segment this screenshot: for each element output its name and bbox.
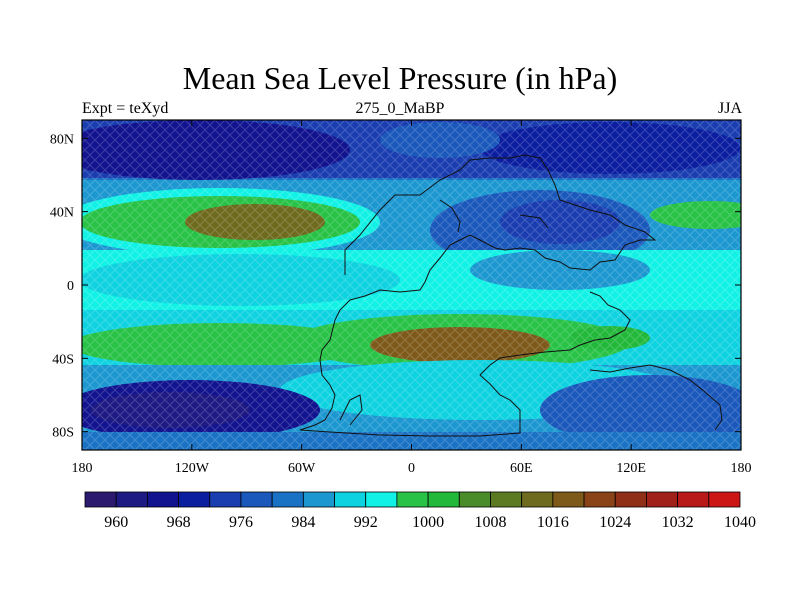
colorbar-label: 1008	[474, 514, 506, 531]
colorbar-swatch	[302, 491, 335, 508]
colorbar-label: 968	[167, 514, 191, 531]
colorbar-swatch	[521, 491, 554, 508]
map-title: Mean Sea Level Pressure (in hPa)	[182, 60, 618, 96]
colorbar-swatch	[458, 491, 491, 508]
colorbar-swatch	[427, 491, 460, 508]
colorbar-swatch	[490, 491, 523, 508]
colorbar: 960 968 976 984 992 1000 1008 1016 1024 1032 1040	[84, 491, 756, 531]
colorbar-swatch	[677, 491, 710, 508]
lon-tick-label: 120W	[175, 461, 210, 476]
latitude-axis: 80N 40N 0 40S 80S	[50, 132, 741, 441]
colorbar-swatch	[146, 491, 179, 508]
lat-tick-label: 80N	[50, 132, 74, 147]
colorbar-swatch	[365, 491, 398, 508]
colorbar-swatch	[84, 491, 117, 508]
lon-tick-label: 60E	[510, 461, 533, 476]
colorbar-swatch	[178, 491, 211, 508]
lat-tick-label: 40S	[52, 352, 74, 367]
colorbar-swatch	[396, 491, 429, 508]
colorbar-label: 976	[229, 514, 253, 531]
lon-tick-label: 0	[408, 461, 415, 476]
lon-tick-label: 180	[731, 461, 752, 476]
lon-tick-label: 120E	[616, 461, 646, 476]
experiment-label: Expt = teXyd	[82, 100, 169, 117]
colorbar-label: 1032	[662, 514, 694, 531]
colorbar-swatch	[115, 491, 148, 508]
time-label: 275_0_MaBP	[355, 100, 445, 117]
colorbar-swatch	[209, 491, 242, 508]
lon-tick-label: 60W	[288, 461, 316, 476]
colorbar-swatch	[240, 491, 273, 508]
colorbar-swatch	[646, 491, 679, 508]
lat-tick-label: 0	[67, 279, 74, 294]
pressure-field	[82, 120, 741, 450]
colorbar-label: 960	[104, 514, 128, 531]
colorbar-label: 984	[291, 514, 315, 531]
season-label: JJA	[717, 100, 742, 117]
colorbar-label: 992	[354, 514, 378, 531]
colorbar-swatch	[334, 491, 367, 508]
lat-tick-label: 40N	[50, 206, 74, 221]
colorbar-swatch	[271, 491, 304, 508]
colorbar-swatch	[552, 491, 585, 508]
colorbar-label: 1024	[599, 514, 631, 531]
colorbar-label: 1000	[412, 514, 444, 531]
colorbar-swatch	[708, 491, 741, 508]
colorbar-swatch	[583, 491, 616, 508]
colorbar-label: 1040	[724, 514, 756, 531]
colorbar-label: 1016	[537, 514, 569, 531]
longitude-axis: 180 120W 60W 0 60E 120E 180	[72, 120, 752, 476]
colorbar-swatch	[614, 491, 647, 508]
lon-tick-label: 180	[72, 461, 93, 476]
lat-tick-label: 80S	[52, 426, 74, 441]
coastline	[299, 154, 723, 437]
